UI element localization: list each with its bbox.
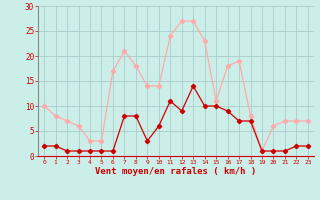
X-axis label: Vent moyen/en rafales ( km/h ): Vent moyen/en rafales ( km/h )	[95, 167, 257, 176]
